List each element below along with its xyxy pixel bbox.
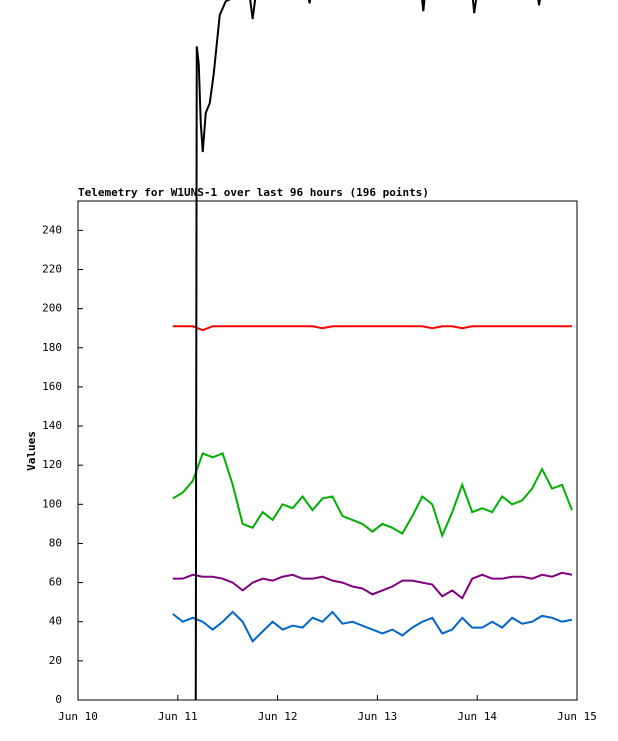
x-tick-label: Jun 11: [158, 710, 198, 723]
y-tick-label: 160: [42, 380, 62, 393]
x-tick-label: Jun 14: [457, 710, 497, 723]
series-line: [172, 610, 573, 643]
y-tick-label: 200: [42, 302, 62, 315]
x-tick-label: Jun 10: [58, 710, 98, 723]
y-tick-label: 20: [49, 654, 62, 667]
y-tick-label: 80: [49, 536, 62, 549]
x-tick-label: Jun 12: [258, 710, 298, 723]
series-line: [172, 571, 573, 600]
series-line: [172, 452, 573, 539]
chart-title: Telemetry for W1UNS-1 over last 96 hours…: [78, 186, 429, 199]
x-tick-label: Jun 13: [358, 710, 398, 723]
y-tick-label: 220: [42, 262, 62, 275]
series-line: [194, 0, 541, 701]
series-line: [172, 325, 573, 332]
y-tick-label: 120: [42, 458, 62, 471]
y-tick-label: 40: [49, 615, 62, 628]
y-tick-label: 0: [55, 693, 62, 706]
y-tick-label: 240: [42, 223, 62, 236]
x-tick-label: Jun 15: [557, 710, 597, 723]
y-tick-label: 60: [49, 576, 62, 589]
y-tick-label: 180: [42, 341, 62, 354]
y-axis-label: Values: [25, 431, 38, 471]
y-tick-label: 100: [42, 497, 62, 510]
y-tick-label: 140: [42, 419, 62, 432]
plot-frame: [77, 200, 578, 701]
